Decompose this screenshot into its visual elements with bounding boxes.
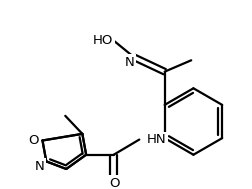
Text: N: N (124, 56, 134, 69)
Text: O: O (28, 134, 39, 147)
Text: N: N (35, 160, 44, 173)
Text: HO: HO (93, 34, 113, 47)
Text: O: O (109, 177, 119, 189)
Text: HN: HN (146, 133, 166, 146)
